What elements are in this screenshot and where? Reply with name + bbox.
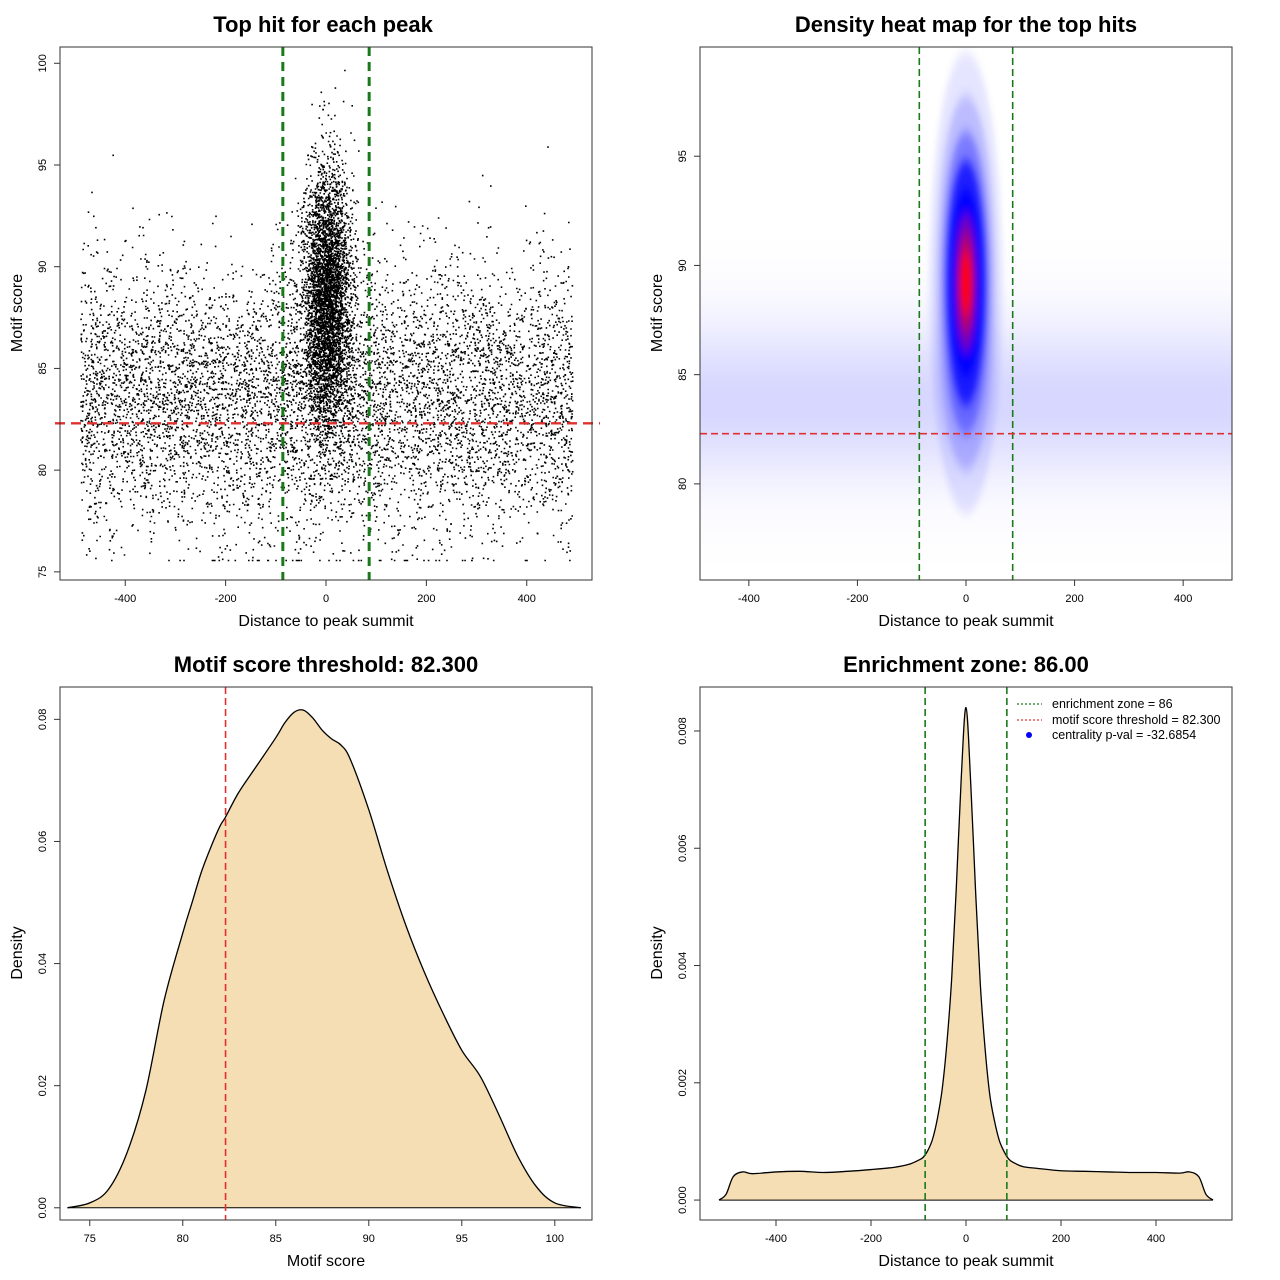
heat-band bbox=[680, 544, 1252, 562]
y-tick-label: 0.06 bbox=[37, 831, 49, 852]
x-tick-label: 100 bbox=[546, 1233, 564, 1245]
y-tick-label: 95 bbox=[677, 150, 689, 162]
density-contour bbox=[960, 250, 972, 316]
x-tick-label: -200 bbox=[860, 1233, 882, 1245]
panel-title: Enrichment zone: 86.00 bbox=[843, 652, 1089, 677]
y-axis: 80 85 90 95 bbox=[677, 150, 701, 490]
density-area bbox=[719, 707, 1213, 1201]
y-tick-label: 0.008 bbox=[677, 717, 689, 745]
y-tick-label: 100 bbox=[37, 54, 49, 72]
heatmap-central-density bbox=[929, 52, 1003, 514]
legend-key-centrality bbox=[1026, 732, 1032, 738]
panel-title: Density heat map for the top hits bbox=[795, 12, 1137, 37]
legend: enrichment zone = 86 motif score thresho… bbox=[1017, 697, 1221, 742]
y-tick-label: 0.02 bbox=[37, 1075, 49, 1096]
x-tick-label: 200 bbox=[417, 593, 435, 605]
heatmap-surface bbox=[680, 47, 1252, 580]
x-tick-label: 0 bbox=[963, 593, 969, 605]
y-tick-label: 90 bbox=[677, 259, 689, 271]
panel-score-density: Motif score threshold: 82.300 75 80 85 90 95… bbox=[9, 652, 593, 1270]
x-axis: -400 -200 0 200 400 bbox=[738, 579, 1192, 605]
x-tick-label: -400 bbox=[738, 593, 760, 605]
x-tick-label: -200 bbox=[846, 593, 868, 605]
x-tick-label: 95 bbox=[456, 1233, 468, 1245]
x-axis-label: Motif score bbox=[287, 1253, 365, 1270]
density-curve bbox=[67, 709, 581, 1209]
panel-scatter: Top hit for each peak -400 -200 0 200 400 75… bbox=[9, 12, 600, 630]
scatter-point-cloud bbox=[80, 69, 574, 562]
x-tick-label: 400 bbox=[1174, 593, 1192, 605]
y-tick-label: 90 bbox=[37, 261, 49, 273]
legend-label-centrality: centrality p-val = -32.6854 bbox=[1052, 728, 1196, 742]
y-tick-label: 75 bbox=[37, 566, 49, 578]
x-tick-label: 80 bbox=[177, 1233, 189, 1245]
y-tick-label: 0.04 bbox=[37, 953, 49, 974]
y-tick-label: 85 bbox=[677, 369, 689, 381]
y-axis-label: Motif score bbox=[9, 274, 26, 352]
x-axis-label: Distance to peak summit bbox=[238, 613, 414, 630]
y-axis: 75 80 85 90 95 100 bbox=[37, 54, 61, 578]
heat-band bbox=[680, 527, 1252, 545]
heat-band bbox=[680, 562, 1252, 580]
y-tick-label: 0.000 bbox=[677, 1186, 689, 1214]
density-curve bbox=[718, 706, 1214, 1201]
x-axis-label: Distance to peak summit bbox=[878, 613, 1054, 630]
x-axis: 75 80 85 90 95 100 bbox=[84, 1219, 564, 1245]
y-tick-label: 0.002 bbox=[677, 1069, 689, 1097]
x-axis: -400 -200 0 200 400 bbox=[765, 1219, 1165, 1245]
y-tick-label: 0.004 bbox=[677, 952, 689, 980]
scatter-points bbox=[80, 69, 574, 562]
y-axis-label: Density bbox=[9, 926, 26, 979]
panel-heatmap: Density heat map for the top hits -400 -2… bbox=[649, 12, 1252, 630]
y-axis-label: Motif score bbox=[649, 274, 666, 352]
y-tick-label: 80 bbox=[37, 464, 49, 476]
y-axis: 0.00 0.02 0.04 0.06 0.08 bbox=[37, 709, 61, 1219]
x-tick-label: 400 bbox=[1147, 1233, 1165, 1245]
y-axis: 0.000 0.002 0.004 0.006 0.008 bbox=[677, 717, 701, 1214]
x-tick-label: 85 bbox=[270, 1233, 282, 1245]
x-tick-label: -400 bbox=[114, 593, 136, 605]
y-tick-label: 95 bbox=[37, 159, 49, 171]
y-tick-label: 80 bbox=[677, 478, 689, 490]
x-tick-label: -200 bbox=[215, 593, 237, 605]
x-tick-label: 400 bbox=[518, 593, 536, 605]
y-tick-label: 0.00 bbox=[37, 1197, 49, 1218]
y-tick-label: 85 bbox=[37, 362, 49, 374]
x-axis: -400 -200 0 200 400 bbox=[114, 579, 536, 605]
y-axis-label: Density bbox=[649, 926, 666, 979]
x-tick-label: 200 bbox=[1052, 1233, 1070, 1245]
x-tick-label: 90 bbox=[363, 1233, 375, 1245]
y-tick-label: 0.006 bbox=[677, 834, 689, 862]
x-tick-label: 200 bbox=[1065, 593, 1083, 605]
y-tick-label: 0.08 bbox=[37, 709, 49, 730]
panel-title: Motif score threshold: 82.300 bbox=[174, 652, 478, 677]
x-tick-label: -400 bbox=[765, 1233, 787, 1245]
density-area bbox=[67, 709, 581, 1208]
panel-title: Top hit for each peak bbox=[213, 12, 433, 37]
legend-label-enrichment-zone: enrichment zone = 86 bbox=[1052, 697, 1173, 711]
panel-enrichment-density: Enrichment zone: 86.00 enrichment zone =… bbox=[649, 652, 1233, 1270]
legend-label-threshold: motif score threshold = 82.300 bbox=[1052, 713, 1221, 727]
x-tick-label: 0 bbox=[963, 1233, 969, 1245]
x-axis-label: Distance to peak summit bbox=[878, 1253, 1054, 1270]
x-tick-label: 75 bbox=[84, 1233, 96, 1245]
x-tick-label: 0 bbox=[323, 593, 329, 605]
